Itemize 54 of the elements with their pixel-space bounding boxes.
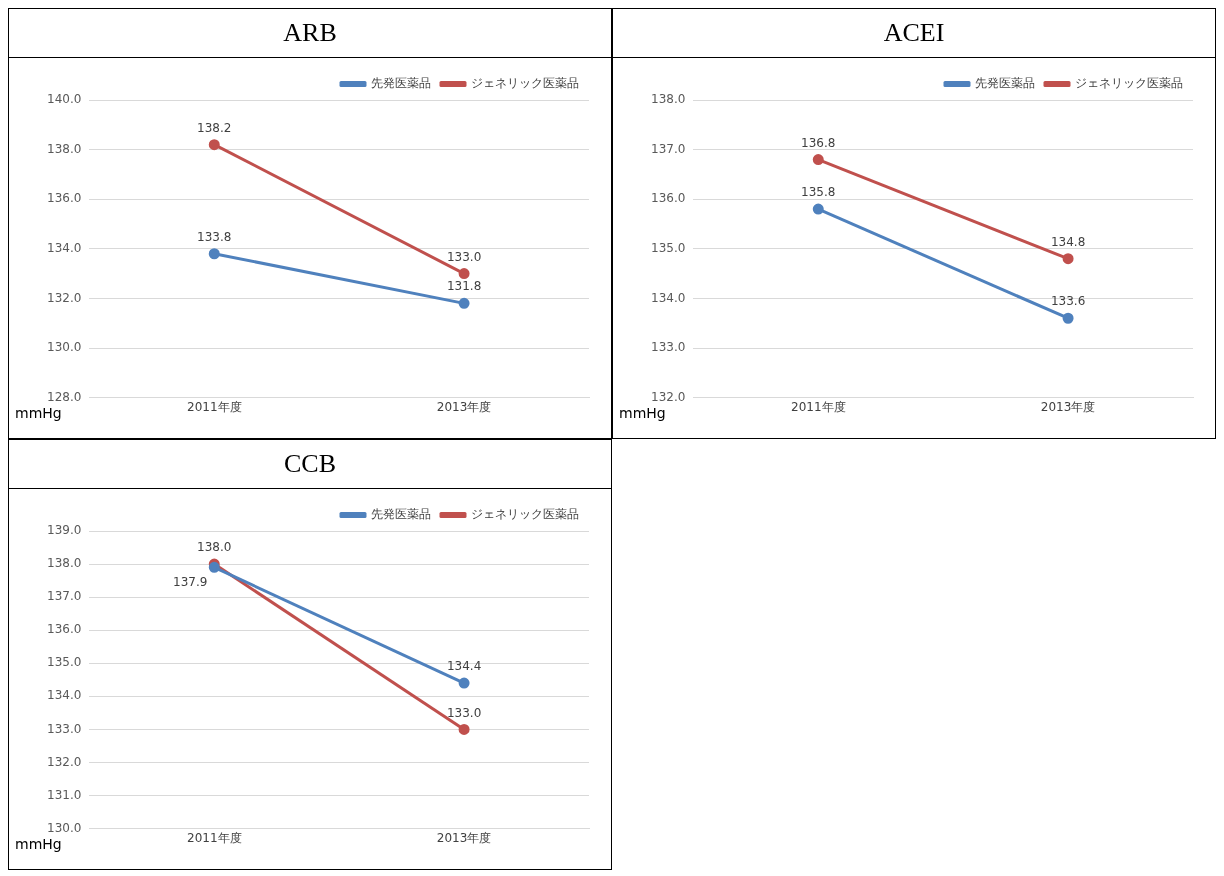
data-label: 134.4: [446, 659, 482, 674]
y-tick-label: 137.0: [46, 589, 82, 604]
y-tick-label: 134.0: [650, 290, 686, 305]
y-tick-label: 132.0: [46, 754, 82, 769]
y-tick-label: 138.0: [46, 556, 82, 571]
y-tick-label: 136.0: [46, 191, 82, 206]
y-tick-label: 134.0: [46, 240, 82, 255]
y-tick-label: 130.0: [46, 340, 82, 355]
data-label: 136.8: [801, 135, 836, 150]
y-tick-label: 136.0: [650, 191, 686, 206]
y-axis-title: mmHg: [619, 405, 666, 422]
y-axis-title: mmHg: [15, 405, 62, 422]
chart-title: ARB: [9, 9, 611, 58]
chart-title: CCB: [9, 440, 611, 489]
legend-label: ジェネリック医薬品: [471, 507, 579, 522]
x-tick-label: 2011年度: [790, 399, 846, 414]
data-label: 133.0: [446, 249, 482, 264]
x-tick-label: 2011年度: [186, 830, 242, 845]
y-tick-label: 136.0: [46, 622, 82, 637]
y-tick-label: 137.0: [650, 141, 686, 156]
y-tick-label: 135.0: [650, 240, 686, 255]
legend-label: ジェネリック医薬品: [471, 76, 579, 91]
y-tick-label: 138.0: [46, 141, 82, 156]
x-tick-label: 2013年度: [436, 399, 492, 414]
y-tick-label: 131.0: [46, 787, 82, 802]
y-tick-label: 128.0: [46, 389, 82, 404]
data-label: 134.8: [1050, 234, 1086, 249]
y-tick-label: 139.0: [46, 523, 82, 538]
data-label: 138.0: [197, 540, 232, 555]
data-label: 135.8: [801, 185, 836, 200]
y-tick-label: 133.0: [46, 721, 82, 736]
y-tick-label: 140.0: [46, 92, 82, 107]
x-tick-label: 2011年度: [186, 399, 242, 414]
data-label: 131.8: [446, 279, 482, 294]
y-tick-label: 130.0: [46, 820, 82, 835]
data-label: 133.0: [446, 705, 482, 720]
y-tick-label: 135.0: [46, 655, 82, 670]
legend-label: ジェネリック医薬品: [1075, 76, 1183, 91]
legend-label: 先発医薬品: [371, 507, 431, 522]
data-label: 137.9: [173, 575, 208, 590]
y-tick-label: 134.0: [46, 688, 82, 703]
y-tick-label: 138.0: [650, 92, 686, 107]
legend-label: 先発医薬品: [975, 76, 1035, 91]
x-tick-label: 2013年度: [436, 830, 492, 845]
y-tick-label: 133.0: [650, 340, 686, 355]
x-tick-label: 2013年度: [1040, 399, 1096, 414]
data-label: 133.6: [1050, 294, 1086, 309]
y-tick-label: 132.0: [650, 389, 686, 404]
y-axis-title: mmHg: [15, 836, 62, 853]
chart-title: ACEI: [613, 9, 1215, 58]
legend-label: 先発医薬品: [371, 76, 431, 91]
data-label: 133.8: [197, 229, 232, 244]
data-label: 138.2: [197, 120, 232, 135]
y-tick-label: 132.0: [46, 290, 82, 305]
